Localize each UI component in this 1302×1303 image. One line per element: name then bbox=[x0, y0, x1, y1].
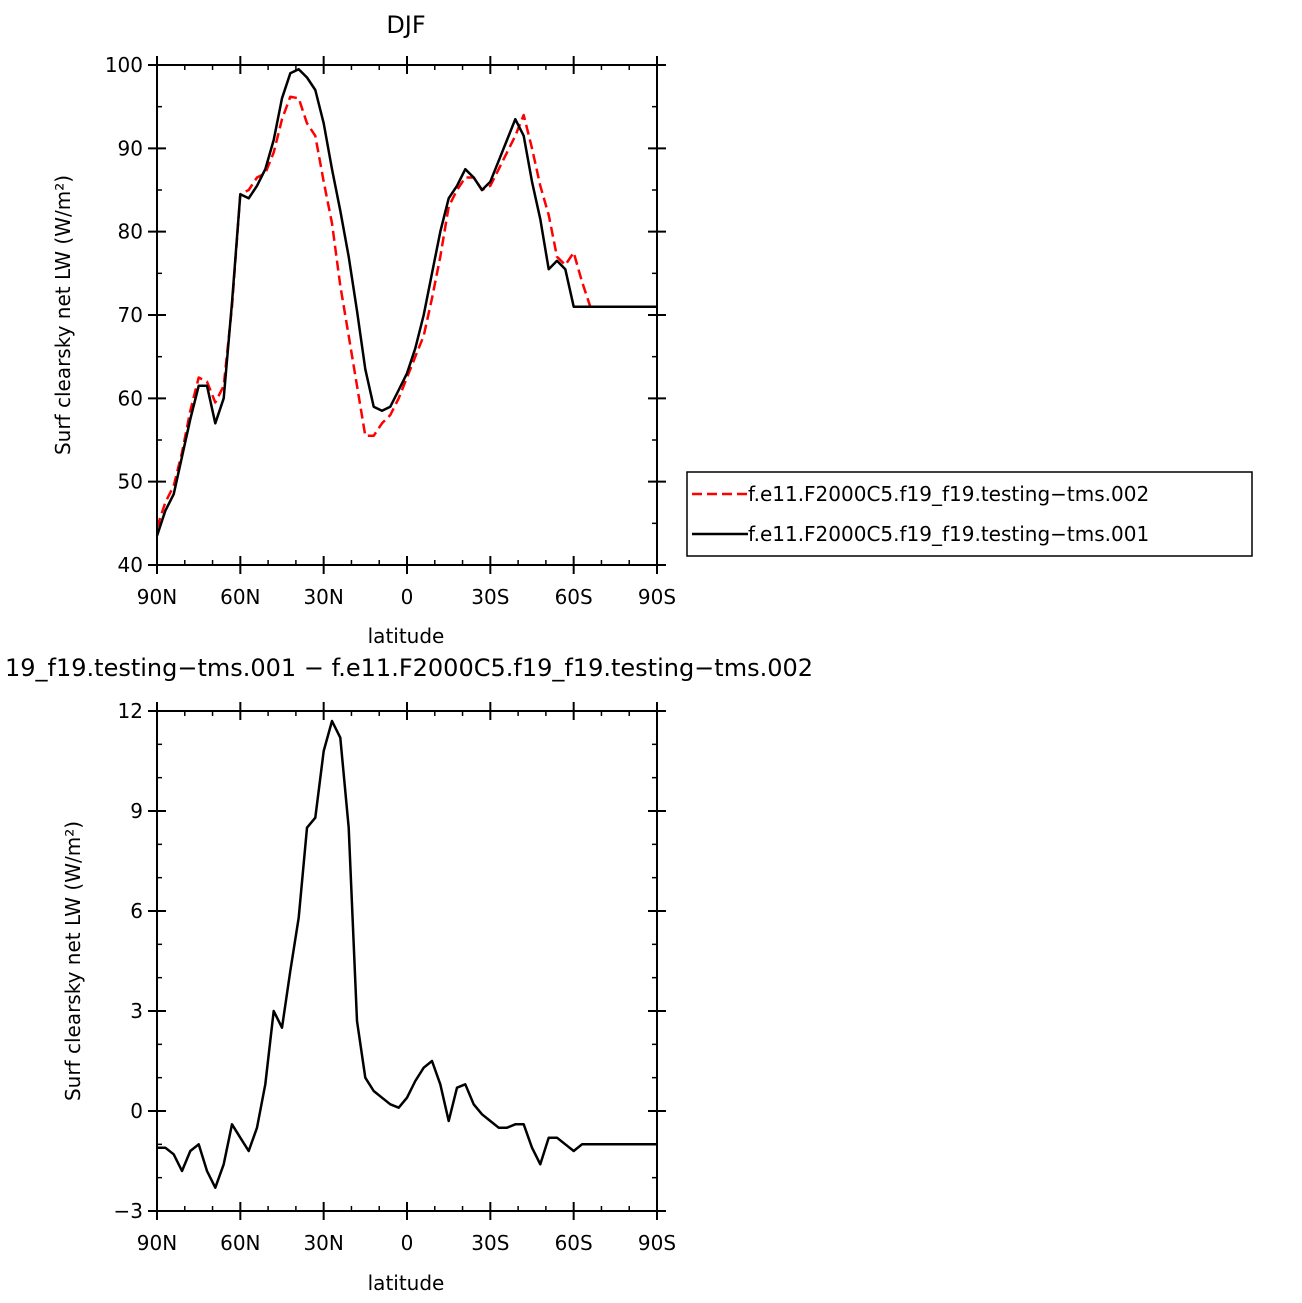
top-x-tick-label: 30S bbox=[471, 585, 509, 609]
bottom-y-axis-label: Surf clearsky net LW (W/m²) bbox=[61, 821, 85, 1101]
legend-label-series-1: f.e11.F2000C5.f19_f19.testing−tms.001 bbox=[748, 522, 1149, 546]
bottom-axis-ticks bbox=[148, 702, 666, 1220]
legend-box bbox=[686, 471, 1253, 557]
bottom-y-tick-label: 3 bbox=[130, 999, 143, 1023]
bottom-y-tick-label: −3 bbox=[114, 1199, 143, 1223]
bottom-series-group bbox=[157, 719, 657, 1189]
bottom-tick-labels: 90N 60N 30N 0 30S 60S 90S −3 0 3 6 9 12 bbox=[114, 699, 677, 1255]
bottom-chart-title: 19_f19.testing−tms.001 − f.e11.F2000C5.f… bbox=[5, 654, 813, 682]
top-x-tick-label: 90S bbox=[638, 585, 676, 609]
legend: f.e11.F2000C5.f19_f19.testing−tms.002 f.… bbox=[686, 471, 1253, 557]
legend-label-series-2: f.e11.F2000C5.f19_f19.testing−tms.002 bbox=[748, 482, 1149, 506]
top-series-group bbox=[155, 67, 657, 537]
bottom-line-chart: 19_f19.testing−tms.001 − f.e11.F2000C5.f… bbox=[5, 654, 813, 1295]
top-y-tick-label: 70 bbox=[118, 303, 143, 327]
top-series-line-2 bbox=[155, 67, 657, 537]
bottom-x-tick-label: 30N bbox=[303, 1231, 343, 1255]
top-plot-frame bbox=[156, 64, 658, 566]
bottom-x-tick-label: 0 bbox=[401, 1231, 414, 1255]
top-line-chart: DJF 90N 60N 30N 0 30S 60S 90S 40 50 60 70 80 90 100 l… bbox=[51, 11, 1253, 648]
bottom-x-tick-label: 60S bbox=[555, 1231, 593, 1255]
top-x-tick-label: 30N bbox=[303, 585, 343, 609]
top-y-tick-label: 50 bbox=[118, 470, 143, 494]
top-y-tick-label: 90 bbox=[118, 136, 143, 160]
top-chart-title: DJF bbox=[386, 11, 425, 39]
bottom-plot-frame bbox=[156, 710, 658, 1212]
top-y-tick-label: 60 bbox=[118, 386, 143, 410]
bottom-x-tick-label: 30S bbox=[471, 1231, 509, 1255]
bottom-y-tick-label: 12 bbox=[118, 699, 143, 723]
top-x-axis-label: latitude bbox=[368, 624, 445, 648]
top-axis-ticks bbox=[148, 56, 666, 574]
top-y-axis-label: Surf clearsky net LW (W/m²) bbox=[51, 175, 75, 455]
top-y-tick-label: 40 bbox=[118, 553, 143, 577]
top-y-tick-label: 100 bbox=[105, 53, 143, 77]
top-x-tick-label: 90N bbox=[137, 585, 177, 609]
bottom-y-tick-label: 0 bbox=[130, 1099, 143, 1123]
bottom-x-tick-label: 90N bbox=[137, 1231, 177, 1255]
bottom-x-tick-label: 60N bbox=[220, 1231, 260, 1255]
bottom-x-axis-label: latitude bbox=[368, 1271, 445, 1295]
top-tick-labels: 90N 60N 30N 0 30S 60S 90S 40 50 60 70 80 90 100 bbox=[105, 53, 676, 609]
bottom-y-tick-label: 9 bbox=[130, 799, 143, 823]
top-x-tick-label: 0 bbox=[401, 585, 414, 609]
bottom-x-tick-label: 90S bbox=[638, 1231, 676, 1255]
top-x-tick-label: 60S bbox=[555, 585, 593, 609]
top-y-tick-label: 80 bbox=[118, 220, 143, 244]
bottom-y-tick-label: 6 bbox=[130, 899, 143, 923]
top-x-tick-label: 60N bbox=[220, 585, 260, 609]
bottom-series-line-1 bbox=[157, 719, 657, 1189]
